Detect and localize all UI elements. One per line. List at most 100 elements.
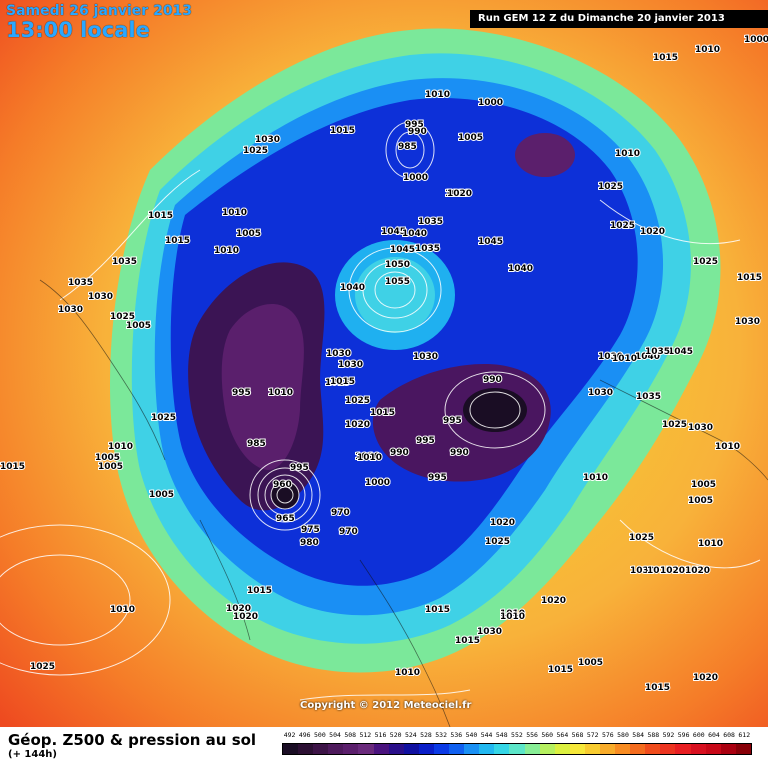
- pressure-label: 1020: [660, 566, 685, 576]
- scale-label: 584: [632, 731, 645, 739]
- pressure-label: 1040: [402, 229, 427, 239]
- scale-swatch: [554, 744, 570, 754]
- pressure-label: 1045: [668, 347, 693, 357]
- pressure-label: 1035: [68, 278, 93, 288]
- scale-label: 504: [329, 731, 341, 739]
- pressure-label: 1015: [325, 378, 350, 388]
- pressure-label: 1025: [662, 420, 687, 430]
- pressure-label: 1005: [98, 462, 123, 472]
- pressure-label: 1020: [233, 612, 258, 622]
- pressure-label: 1010: [698, 539, 723, 549]
- pressure-label: 1010: [612, 354, 637, 364]
- pressure-label: 1025: [693, 257, 718, 267]
- z500-low-americas-core: [221, 303, 304, 470]
- pressure-label: 1005: [149, 490, 174, 500]
- scale-label: 520: [389, 731, 402, 739]
- pressure-label: 1025: [598, 182, 623, 192]
- scale-label: 588: [647, 731, 660, 739]
- forecast-date: Samedi 26 janvier 2013: [6, 3, 193, 19]
- pressure-label: 995: [405, 120, 424, 130]
- scale-swatch: [509, 744, 525, 754]
- pressure-label: 1020: [447, 189, 472, 199]
- pressure-label: 990: [450, 448, 469, 458]
- pressure-label: 1050: [385, 260, 410, 270]
- scale-label: 604: [708, 731, 720, 739]
- isobars: [0, 121, 761, 701]
- z500-low-pacific: [515, 133, 575, 177]
- pressure-label: 1020: [445, 189, 470, 199]
- scale-label: 512: [359, 731, 372, 739]
- scale-label: 600: [692, 731, 705, 739]
- pressure-label: 1015: [548, 665, 573, 675]
- z500-low-centre: [271, 481, 299, 509]
- pressure-label: 1040: [635, 352, 660, 362]
- scale-label: 508: [344, 731, 357, 739]
- pressure-label: 1055: [385, 277, 410, 287]
- pressure-label: 1005: [691, 480, 716, 490]
- pressure-label: 1025: [345, 396, 370, 406]
- pressure-label: 1030: [338, 360, 363, 370]
- pressure-label: 1030: [477, 627, 502, 637]
- scale-label: 564: [556, 731, 569, 739]
- pressure-label: 1030: [735, 317, 760, 327]
- pressure-label: 1020: [490, 518, 515, 528]
- pressure-label: 1015: [645, 683, 670, 693]
- scale-label: 540: [465, 731, 478, 739]
- pressure-label: 1035: [636, 392, 661, 402]
- pressure-label: 1035: [415, 244, 440, 254]
- pressure-label: 1005: [236, 229, 261, 239]
- scale-label: 568: [571, 731, 584, 739]
- pressure-label: 990: [408, 127, 427, 137]
- pressure-label: 990: [390, 448, 409, 458]
- pressure-label: 1020: [715, 442, 740, 452]
- scale-swatch: [358, 744, 374, 754]
- pressure-label: 980: [300, 538, 319, 548]
- pressure-label: 1015: [247, 586, 272, 596]
- scale-swatch: [645, 744, 661, 754]
- scale-swatch: [599, 744, 616, 754]
- coastlines: [39, 279, 768, 727]
- scale-swatch: [720, 744, 736, 754]
- scale-swatch: [464, 744, 480, 754]
- pressure-label: 1015: [698, 539, 723, 549]
- scale-swatch: [328, 744, 344, 754]
- pressure-label: 1015: [148, 211, 173, 221]
- pressure-label: 1015: [455, 636, 480, 646]
- scale-label: 516: [374, 731, 387, 739]
- pressure-label: 1000: [478, 98, 503, 108]
- scale-swatch: [343, 744, 359, 754]
- pressure-label: 1010: [688, 496, 713, 506]
- pressure-label: 1010: [110, 605, 135, 615]
- forecast-hour: 13:00 locale: [6, 18, 150, 42]
- forecast-time: Samedi 26 janvier 2013 13:00 locale: [6, 3, 192, 42]
- pressure-label: 1030: [326, 349, 351, 359]
- pressure-label: 1030: [688, 423, 713, 433]
- pressure-label: 1005: [95, 453, 120, 463]
- scale-label: 556: [526, 731, 538, 739]
- pressure-label: 970: [339, 527, 358, 537]
- z500-low-siberia-core: [463, 388, 527, 432]
- scale-swatch: [539, 744, 555, 754]
- pressure-label: 1010: [500, 609, 525, 619]
- pressure-labels: 1000 1010 1015 1000 1010 1015 1005 1010 …: [0, 34, 768, 694]
- color-scale-bar: [282, 743, 752, 755]
- scale-swatch: [569, 744, 585, 754]
- pressure-label: 1030: [88, 292, 113, 302]
- pressure-label: 1030: [598, 352, 623, 362]
- pressure-label: 995: [428, 473, 447, 483]
- scale-label: 496: [298, 731, 311, 739]
- pressure-label: 1010: [425, 90, 450, 100]
- scale-swatch: [403, 744, 419, 754]
- pressure-label: 1000: [744, 35, 768, 45]
- pressure-label: 1020: [640, 227, 665, 237]
- pressure-label: 1010: [695, 45, 720, 55]
- pressure-label: 1020: [345, 420, 370, 430]
- pressure-label: 1015: [425, 605, 450, 615]
- pressure-label: 995: [232, 388, 251, 398]
- pressure-label: 1025: [233, 612, 258, 622]
- pressure-label: 1010: [214, 246, 239, 256]
- weather-map: 1000 1010 1015 1000 1010 1015 1005 1010 …: [0, 0, 768, 727]
- scale-label: 492: [283, 731, 296, 739]
- scale-label: 548: [495, 731, 508, 739]
- pressure-label: 1015: [737, 273, 762, 283]
